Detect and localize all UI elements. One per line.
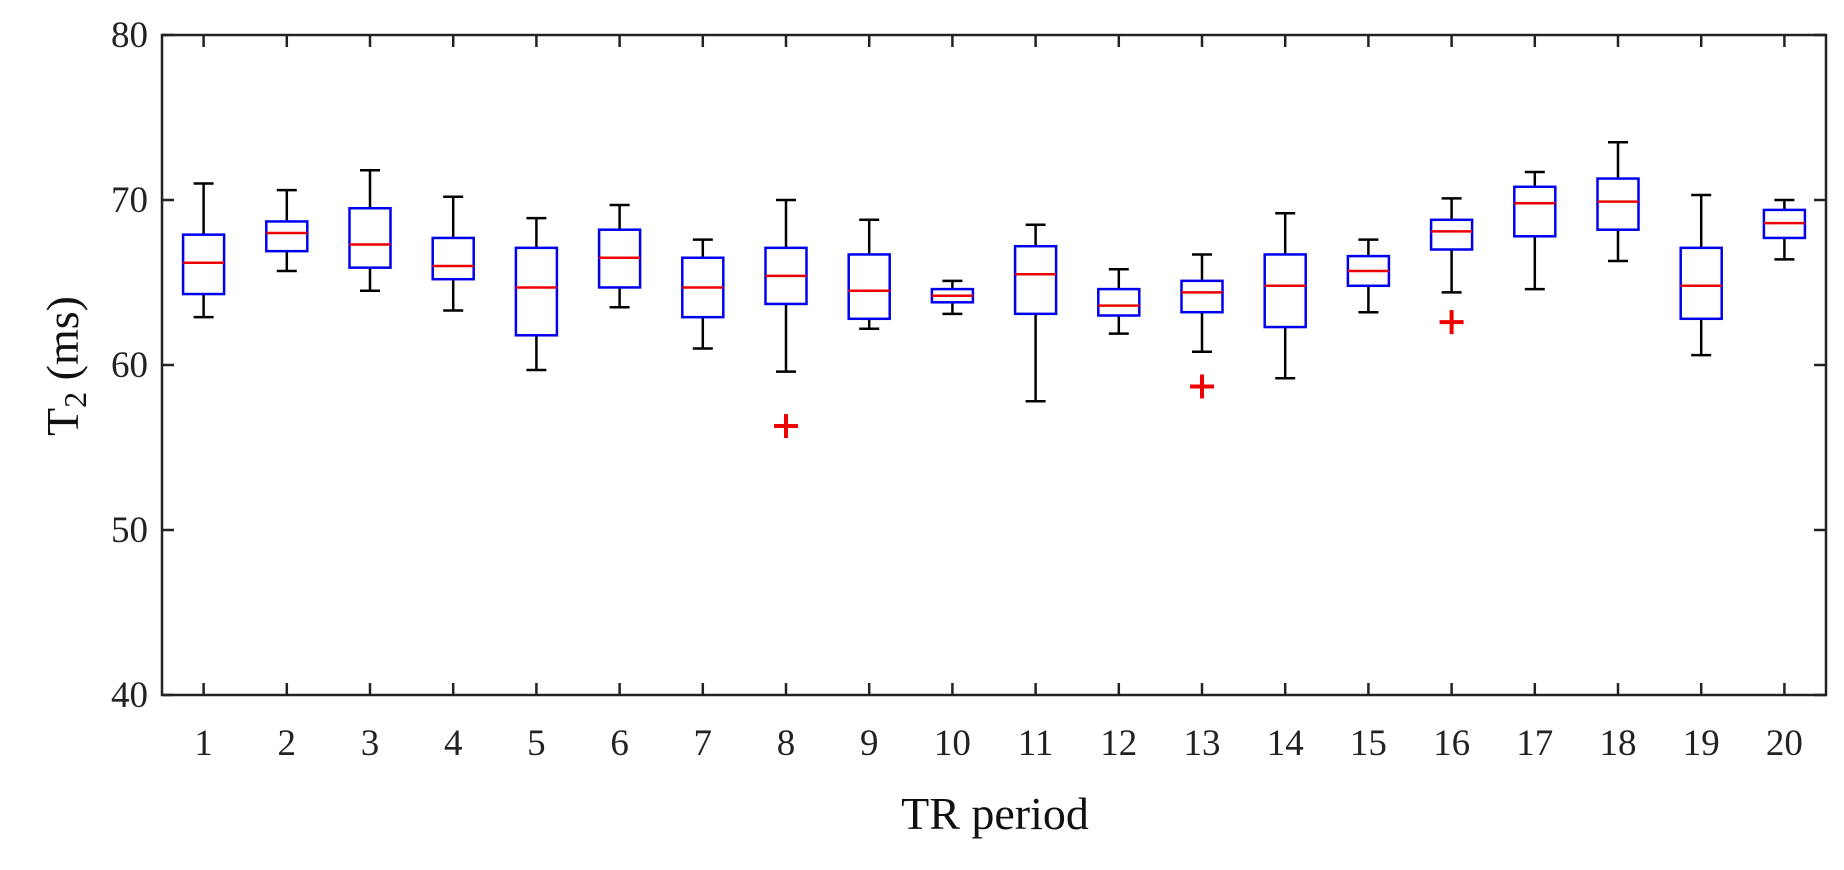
x-tick-label: 15 [1350,723,1387,764]
box-group [1180,253,1224,399]
box-group [1429,197,1474,335]
box-body [1679,246,1723,321]
x-tick-label: 19 [1683,723,1720,764]
x-tick-label: 18 [1600,723,1637,764]
x-tick-label: 1 [194,723,213,764]
x-axis-title: TR period [901,788,1089,839]
x-tick-label: 8 [777,723,796,764]
box-body [1513,185,1557,238]
x-tick-label: 13 [1184,723,1221,764]
box-group [431,195,475,312]
box-group [597,203,642,309]
x-tick-label: 4 [444,723,463,764]
box-group [265,188,309,273]
box-group [1596,141,1640,263]
plot-frame [160,33,1828,697]
box-body [431,236,475,281]
box-group [1346,238,1391,314]
box-body [1180,279,1224,314]
box-group [514,216,559,372]
y-tick-label: 40 [111,675,148,716]
plot-area [181,141,1807,439]
x-tick-label: 9 [860,723,879,764]
box-body [348,207,392,269]
box-body [1263,253,1307,329]
x-tick-label: 12 [1100,723,1137,764]
box-group [847,218,891,330]
outlier-marker [774,414,798,439]
x-tick-label: 2 [278,723,297,764]
y-axis-title-unit: (ms) [37,296,88,392]
box-group [1762,198,1807,261]
box-group [681,238,725,350]
box-group [1097,268,1141,335]
box-body [1013,244,1058,316]
x-tick-label: 6 [610,723,629,764]
y-tick-label: 80 [111,15,148,56]
x-tick-label: 5 [527,723,546,764]
x-tick-label: 3 [361,723,380,764]
box-group [181,182,226,319]
box-body [181,233,226,296]
outlier-marker [1439,310,1464,335]
outlier-marker [1190,374,1214,399]
box-body [265,220,309,253]
y-axis-title: T2 (ms) [37,296,93,436]
x-tick-label: 14 [1267,723,1304,764]
y-axis-title-subscript: 2 [57,392,93,408]
x-tick-label: 11 [1018,723,1054,764]
box-body [1097,287,1141,317]
box-body [847,253,891,321]
box-body [514,246,559,337]
box-group [764,198,808,439]
axes [160,33,1828,697]
y-tick-label: 60 [111,345,148,386]
box-body [1596,177,1640,231]
box-group [930,279,975,316]
x-tick-label: 16 [1433,723,1470,764]
x-tick-label: 10 [934,723,971,764]
box-group [1679,193,1723,357]
x-tick-label: 7 [694,723,713,764]
y-tick-label: 50 [111,510,148,551]
box-group [348,169,392,292]
box-body [1429,218,1474,251]
y-axis-title-main: T [37,408,88,436]
box-group [1513,170,1557,291]
x-tick-label: 20 [1766,723,1803,764]
box-group [1263,211,1307,380]
x-tick-label: 17 [1516,723,1553,764]
box-group [1013,223,1058,403]
y-tick-label: 70 [111,180,148,221]
